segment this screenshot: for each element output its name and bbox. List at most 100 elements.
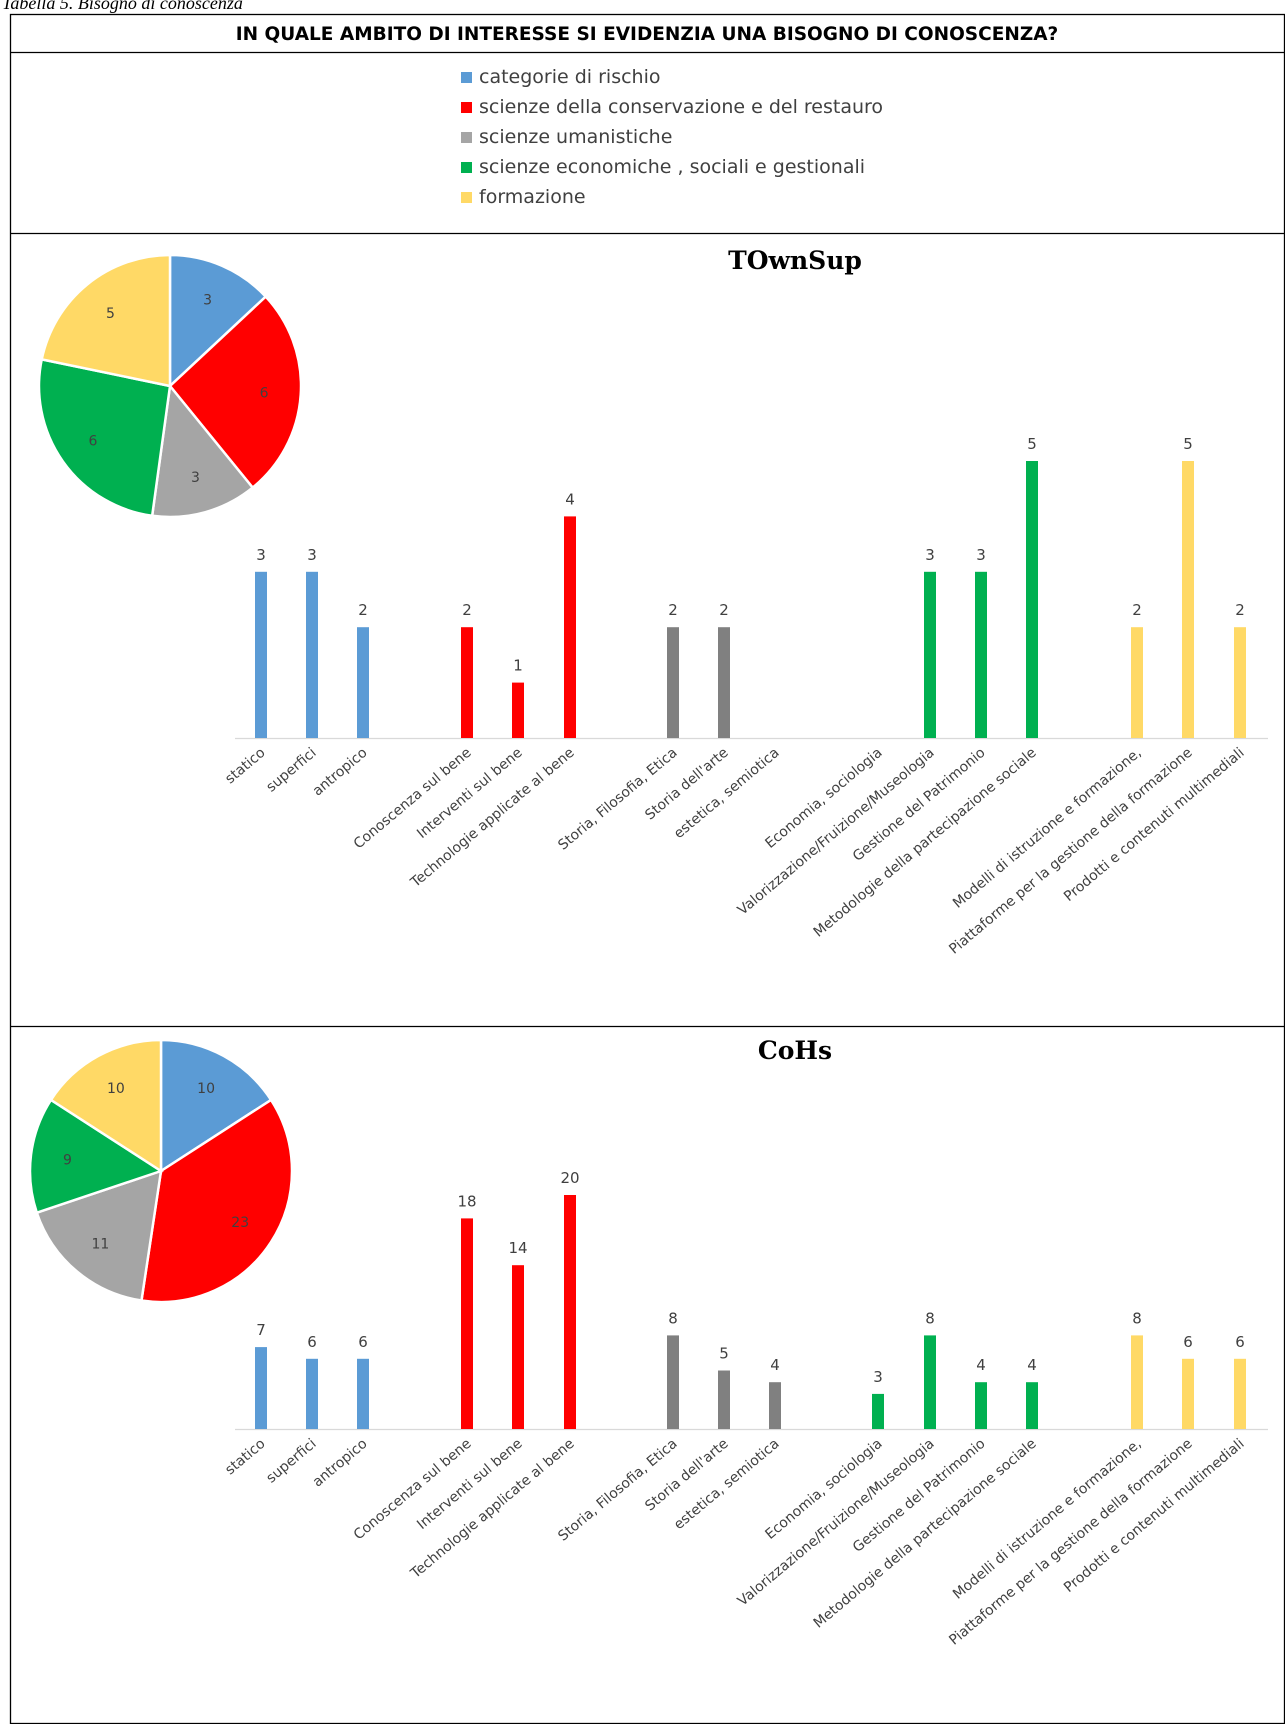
townsup-value-label-technologie-applicate-al-bene: 4 [565,490,575,508]
townsup-category-label-modelli-di-istruzione-e-formazione: Modelli di istruzione e formazione, [950,745,1145,912]
legend-label-scienze-umanistiche: scienze umanistiche [479,126,672,148]
townsup-value-label-superfici: 3 [307,546,317,564]
cohs-pie-slice-label-scienze-economiche-sociali-e-gestionali: 9 [63,1152,72,1168]
cohs-bar-conoscenza-sul-bene [461,1218,473,1429]
townsup-bar-storia-dell-arte [718,627,730,738]
cohs-value-label-storia-dell-arte: 5 [719,1345,729,1363]
cohs-value-label-piattaforme-per-la-gestione-della-formazione: 6 [1183,1333,1193,1351]
townsup-bar-storia-filosofia-etica [667,627,679,738]
cohs-bar-economia-sociologia [872,1393,884,1429]
townsup-category-label-antropico: antropico [310,745,371,800]
townsup-category-label-piattaforme-per-la-gestione-della-formazione: Piattaforme per la gestione della formaz… [946,745,1195,958]
cohs-value-label-gestione-del-patrimonio: 4 [976,1356,986,1374]
pie-chart-cohs: 10 23 11 9 10 [28,1038,294,1304]
townsup-value-label-metodologie-della-partecipazione-sociale: 5 [1027,435,1037,453]
townsup-bar-superfici [306,571,318,738]
chart-title-townsup: TOwnSup [728,246,862,275]
cohs-value-label-statico: 7 [256,1321,266,1339]
cohs-pie-slice-label-formazione: 10 [107,1081,125,1097]
cohs-bar-estetica-semiotica [769,1382,781,1429]
townsup-value-label-modelli-di-istruzione-e-formazione: 2 [1132,601,1142,619]
townsup-bar-piattaforme-per-la-gestione-della-formazione [1182,461,1194,738]
legend-swatch-scienze-umanistiche [461,132,472,143]
cohs-bar-storia-filosofia-etica [667,1335,679,1429]
townsup-bar-conoscenza-sul-bene [461,627,473,738]
townsup-value-label-gestione-del-patrimonio: 3 [976,546,986,564]
townsup-bar-valorizzazione-fruizione-museologia [924,571,936,738]
cohs-bar-technologie-applicate-al-bene [564,1195,576,1429]
townsup-value-label-valorizzazione-fruizione-museologia: 3 [925,546,935,564]
cohs-bar-interventi-sul-bene [512,1265,524,1429]
cohs-value-label-estetica-semiotica: 4 [770,1356,780,1374]
townsup-pie-slice-categorie-di-rischio [168,253,268,389]
legend-label-categorie-di-rischio: categorie di rischio [479,66,661,88]
cohs-pie-slice-label-scienze-della-conservazione-e-del-restauro: 23 [231,1215,249,1231]
cohs-value-label-storia-filosofia-etica: 8 [668,1309,678,1327]
townsup-value-label-conoscenza-sul-bene: 2 [462,601,472,619]
townsup-pie-slice-scienze-umanistiche [150,382,255,519]
townsup-pie-slice-scienze-economiche-sociali-e-gestionali [37,357,172,518]
legend-swatch-scienze-della-conservazione-e-del-restauro [461,102,472,113]
townsup-category-label-statico: statico [222,745,268,787]
table-header: IN QUALE AMBITO DI INTERESSE SI EVIDENZI… [236,24,1059,45]
cohs-value-label-valorizzazione-fruizione-museologia: 8 [925,1309,935,1327]
cohs-value-label-prodotti-e-contenuti-multimediali: 6 [1235,1333,1245,1351]
townsup-pie-slice-label-categorie-di-rischio: 3 [203,293,212,309]
cohs-category-label-antropico: antropico [310,1436,371,1491]
townsup-pie-slice-label-scienze-della-conservazione-e-del-restauro: 6 [260,385,269,401]
townsup-bar-gestione-del-patrimonio [975,571,987,738]
cohs-pie-slice-formazione [49,1038,163,1174]
townsup-value-label-statico: 3 [256,546,266,564]
townsup-pie-slice-formazione [40,253,172,388]
townsup-bar-modelli-di-istruzione-e-formazione [1131,627,1143,738]
townsup-bar-prodotti-e-contenuti-multimediali [1234,627,1246,738]
cohs-pie-slice-label-scienze-umanistiche: 11 [91,1236,109,1252]
cohs-bar-valorizzazione-fruizione-museologia [924,1335,936,1429]
cohs-bar-storia-dell-arte [718,1370,730,1429]
cohs-value-label-antropico: 6 [358,1333,368,1351]
legend-label-scienze-della-conservazione-e-del-restauro: scienze della conservazione e del restau… [479,96,883,118]
townsup-value-label-interventi-sul-bene: 1 [513,657,523,675]
legend-swatch-formazione [461,192,472,203]
townsup-pie-slice-scienze-della-conservazione-e-del-restauro [168,294,303,490]
townsup-bar-antropico [357,627,369,738]
cohs-value-label-interventi-sul-bene: 14 [508,1239,527,1257]
townsup-bar-technologie-applicate-al-bene [564,516,576,738]
cohs-value-label-superfici: 6 [307,1333,317,1351]
legend: categorie di rischio scienze della conser… [461,66,883,208]
cohs-category-label-statico: statico [222,1436,268,1478]
townsup-value-label-storia-dell-arte: 2 [719,601,729,619]
cohs-pie-slice-scienze-della-conservazione-e-del-restauro [140,1098,294,1304]
cohs-bar-antropico [357,1358,369,1429]
townsup-bar-statico [255,571,267,738]
cohs-bar-superfici [306,1358,318,1429]
townsup-bar-metodologie-della-partecipazione-sociale [1026,461,1038,738]
chart-title-cohs: CoHs [758,1036,832,1065]
townsup-value-label-storia-filosofia-etica: 2 [668,601,678,619]
townsup-value-label-piattaforme-per-la-gestione-della-formazione: 5 [1183,435,1193,453]
cohs-category-label-piattaforme-per-la-gestione-della-formazione: Piattaforme per la gestione della formaz… [946,1436,1195,1649]
legend-swatch-categorie-di-rischio [461,72,472,83]
cohs-value-label-modelli-di-istruzione-e-formazione: 8 [1132,1309,1142,1327]
pie-chart-townsup: 3 6 3 6 5 [37,253,303,519]
townsup-pie-slice-label-scienze-umanistiche: 3 [191,470,200,486]
townsup-pie-slice-label-scienze-economiche-sociali-e-gestionali: 6 [88,433,97,449]
cohs-value-label-economia-sociologia: 3 [873,1368,883,1386]
table-caption: Tabella 5. Bisogno di conoscenza [2,0,243,13]
cohs-bar-statico [255,1347,267,1429]
cohs-value-label-metodologie-della-partecipazione-sociale: 4 [1027,1356,1037,1374]
legend-label-formazione: formazione [479,186,586,208]
cohs-pie-slice-categorie-di-rischio [159,1038,273,1174]
cohs-bar-piattaforme-per-la-gestione-della-formazione [1182,1358,1194,1429]
legend-label-scienze-economiche-sociali-e-gestionali: scienze economiche , sociali e gestional… [479,156,865,178]
legend-swatch-scienze-economiche-sociali-e-gestionali [461,162,472,173]
townsup-bar-interventi-sul-bene [512,682,524,738]
cohs-category-label-modelli-di-istruzione-e-formazione: Modelli di istruzione e formazione, [950,1436,1145,1603]
cohs-value-label-conoscenza-sul-bene: 18 [457,1192,476,1210]
townsup-value-label-prodotti-e-contenuti-multimediali: 2 [1235,601,1245,619]
cohs-bar-metodologie-della-partecipazione-sociale [1026,1382,1038,1429]
cohs-bar-modelli-di-istruzione-e-formazione [1131,1335,1143,1429]
cohs-bar-gestione-del-patrimonio [975,1382,987,1429]
townsup-value-label-antropico: 2 [358,601,368,619]
